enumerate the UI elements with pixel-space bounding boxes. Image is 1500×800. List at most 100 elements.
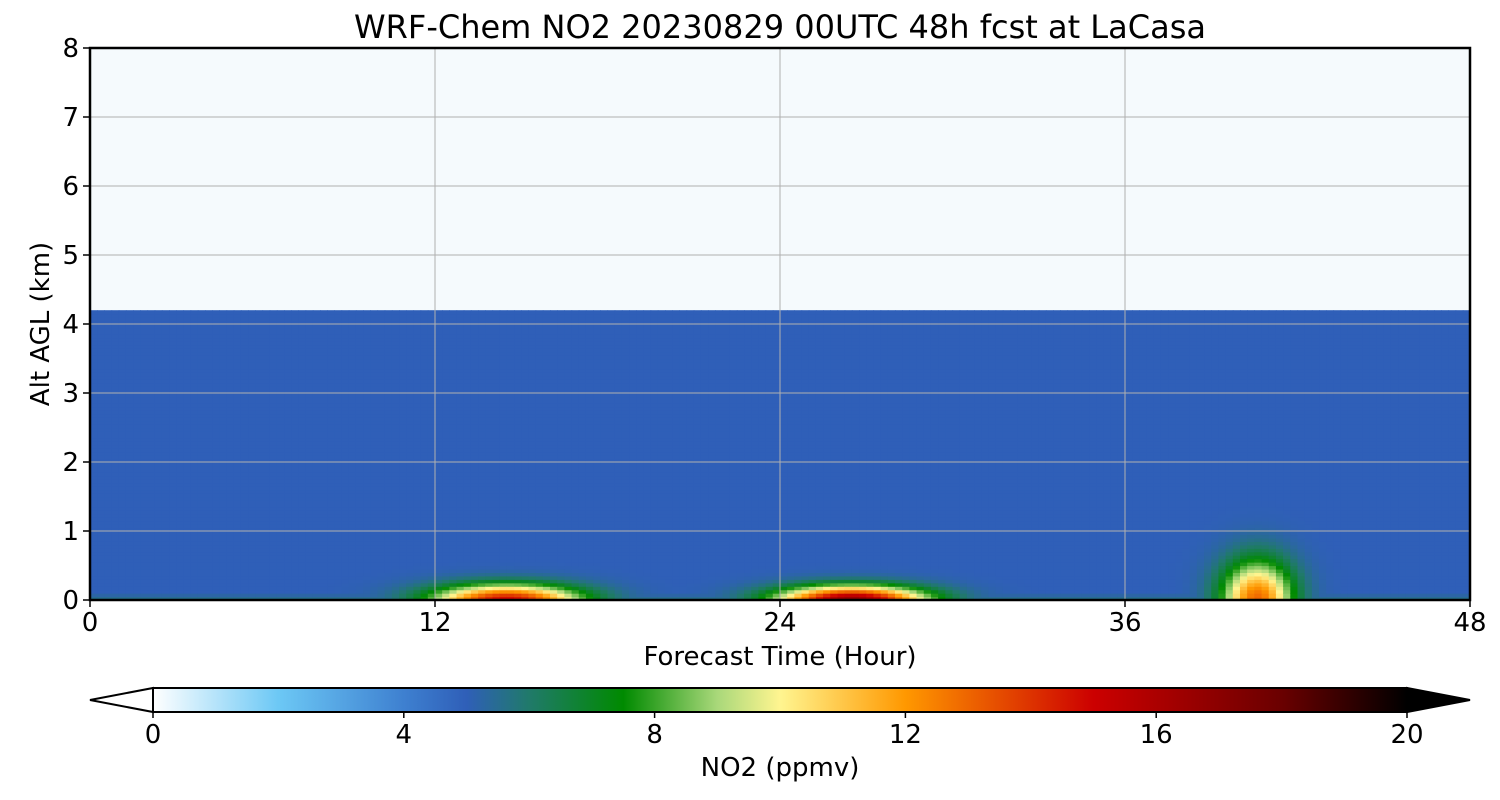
- field-cell: [198, 534, 206, 538]
- field-cell: [421, 448, 429, 452]
- field-cell: [478, 593, 486, 597]
- field-cell: [112, 331, 120, 335]
- field-cell: [356, 545, 364, 549]
- field-cell: [370, 438, 378, 442]
- field-cell: [205, 334, 213, 338]
- field-cell: [500, 541, 508, 545]
- field-cell: [198, 465, 206, 469]
- field-cell: [298, 317, 306, 321]
- field-cell: [148, 324, 156, 328]
- field-cell: [191, 403, 199, 407]
- field-cell: [191, 521, 199, 525]
- field-cell: [126, 341, 134, 345]
- field-cell: [112, 324, 120, 328]
- field-cell: [507, 396, 515, 400]
- field-cell: [97, 500, 105, 504]
- field-cell: [119, 465, 127, 469]
- field-cell: [126, 407, 134, 411]
- field-cell: [291, 452, 299, 456]
- field-cell: [342, 327, 350, 331]
- field-cell: [370, 572, 378, 576]
- field-cell: [104, 441, 112, 445]
- field-cell: [442, 555, 450, 559]
- field-cell: [320, 310, 328, 314]
- field-cell: [227, 434, 235, 438]
- field-cell: [241, 331, 249, 335]
- field-cell: [478, 576, 486, 580]
- field-cell: [378, 569, 386, 573]
- field-cell: [119, 324, 127, 328]
- field-cell: [191, 431, 199, 435]
- field-cell: [378, 324, 386, 328]
- field-cell: [421, 569, 429, 573]
- field-cell: [119, 524, 127, 528]
- field-cell: [148, 383, 156, 387]
- field-cell: [349, 500, 357, 504]
- field-cell: [298, 510, 306, 514]
- field-cell: [126, 566, 134, 570]
- field-cell: [241, 452, 249, 456]
- field-cell: [514, 566, 522, 570]
- field-cell: [370, 431, 378, 435]
- field-cell: [277, 407, 285, 411]
- field-cell: [413, 324, 421, 328]
- field-cell: [198, 497, 206, 501]
- field-cell: [133, 548, 141, 552]
- field-cell: [392, 552, 400, 556]
- field-cell: [356, 383, 364, 387]
- field-cell: [255, 441, 263, 445]
- field-cell: [255, 438, 263, 442]
- field-cell: [392, 476, 400, 480]
- field-cell: [248, 490, 256, 494]
- field-cell: [342, 583, 350, 587]
- field-cell: [212, 524, 220, 528]
- field-cell: [298, 590, 306, 594]
- field-cell: [205, 569, 213, 573]
- field-cell: [392, 493, 400, 497]
- field-cell: [370, 403, 378, 407]
- field-cell: [291, 383, 299, 387]
- field-cell: [399, 410, 407, 414]
- field-cell: [112, 552, 120, 556]
- field-cell: [284, 386, 292, 390]
- field-cell: [342, 562, 350, 566]
- field-cell: [514, 541, 522, 545]
- field-cell: [449, 372, 457, 376]
- field-cell: [442, 531, 450, 535]
- field-cell: [133, 572, 141, 576]
- field-cell: [421, 334, 429, 338]
- field-cell: [428, 455, 436, 459]
- field-cell: [485, 352, 493, 356]
- field-cell: [320, 483, 328, 487]
- field-cell: [363, 583, 371, 587]
- field-cell: [133, 493, 141, 497]
- field-cell: [97, 362, 105, 366]
- field-cell: [227, 552, 235, 556]
- field-cell: [392, 403, 400, 407]
- field-cell: [349, 507, 357, 511]
- field-cell: [370, 355, 378, 359]
- field-cell: [313, 486, 321, 490]
- field-cell: [485, 345, 493, 349]
- field-cell: [464, 562, 472, 566]
- field-cell: [342, 531, 350, 535]
- field-cell: [191, 510, 199, 514]
- field-cell: [284, 462, 292, 466]
- field-cell: [428, 569, 436, 573]
- field-cell: [363, 559, 371, 563]
- field-cell: [148, 396, 156, 400]
- field-cell: [176, 314, 184, 318]
- field-cell: [334, 583, 342, 587]
- field-cell: [478, 569, 486, 573]
- field-cell: [392, 500, 400, 504]
- field-cell: [284, 379, 292, 383]
- field-cell: [284, 417, 292, 421]
- field-cell: [155, 369, 163, 373]
- field-cell: [162, 583, 170, 587]
- field-cell: [198, 400, 206, 404]
- field-cell: [478, 421, 486, 425]
- field-cell: [219, 355, 227, 359]
- field-cell: [493, 424, 501, 428]
- field-cell: [413, 417, 421, 421]
- field-cell: [478, 310, 486, 314]
